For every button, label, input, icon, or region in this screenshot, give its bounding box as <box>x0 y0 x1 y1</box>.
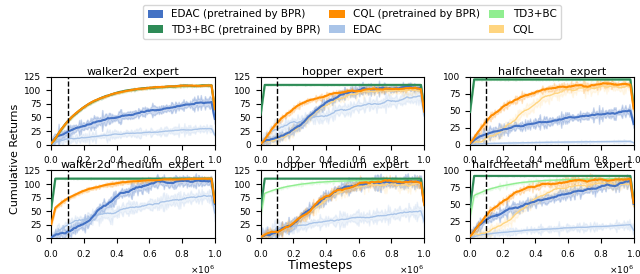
Title: hopper_expert: hopper_expert <box>302 66 383 77</box>
Title: halfcheetah_medium_expert: halfcheetah_medium_expert <box>472 159 632 170</box>
Title: walker2d_medium_expert: walker2d_medium_expert <box>61 159 205 170</box>
Legend: EDAC (pretrained by BPR), TD3+BC (pretrained by BPR), CQL (pretrained by BPR), E: EDAC (pretrained by BPR), TD3+BC (pretra… <box>143 5 561 39</box>
Text: Cumulative Returns: Cumulative Returns <box>10 104 20 214</box>
Title: hopper_medium_expert: hopper_medium_expert <box>276 159 409 170</box>
Title: walker2d_expert: walker2d_expert <box>86 66 179 77</box>
Title: halfcheetah_expert: halfcheetah_expert <box>498 66 606 77</box>
Text: Timesteps: Timesteps <box>288 259 352 272</box>
